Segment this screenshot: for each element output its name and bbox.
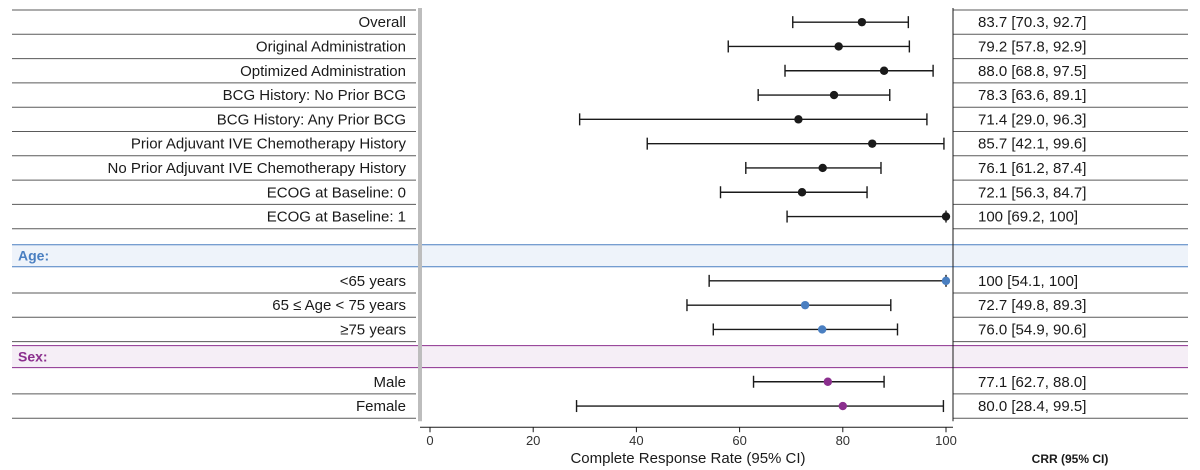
ci-value-text: 77.1 [62.7, 88.0]	[978, 374, 1086, 391]
row-label: BCG History: Any Prior BCG	[217, 111, 406, 128]
x-tick-label: 40	[629, 433, 643, 448]
ci-value-text: 83.7 [70.3, 92.7]	[978, 14, 1086, 31]
point-estimate	[800, 300, 810, 310]
row-label: Prior Adjuvant IVE Chemotherapy History	[131, 136, 407, 153]
row-label: ≥75 years	[340, 321, 406, 338]
ci-value-text: 80.0 [28.4, 99.5]	[978, 398, 1086, 415]
ci-column-header: CRR (95% CI)	[1032, 452, 1109, 466]
point-estimate	[794, 115, 803, 124]
point-estimate	[941, 212, 951, 221]
row-label: 65 ≤ Age < 75 years	[272, 297, 406, 314]
row-label: <65 years	[340, 273, 406, 290]
ci-value-text: 100 [54.1, 100]	[978, 273, 1078, 290]
ci-value-text: 100 [69.2, 100]	[978, 209, 1078, 226]
ci-value-text: 76.1 [61.2, 87.4]	[978, 160, 1086, 177]
x-tick-label: 100	[935, 433, 957, 448]
row-label: ECOG at Baseline: 1	[267, 209, 406, 226]
section-header-label: Age:	[18, 248, 49, 264]
point-estimate	[817, 325, 827, 334]
row-label: Overall	[358, 14, 406, 31]
ci-value-text: 85.7 [42.1, 99.6]	[978, 136, 1086, 153]
ci-value-text: 78.3 [63.6, 89.1]	[978, 87, 1086, 104]
x-tick-label: 20	[526, 433, 540, 448]
row-label: Optimized Administration	[240, 63, 406, 80]
section-header-band	[12, 244, 1188, 267]
section-header-band	[12, 345, 1188, 368]
ci-value-text: 79.2 [57.8, 92.9]	[978, 38, 1086, 55]
point-estimate	[868, 139, 877, 148]
ci-value-text: 76.0 [54.9, 90.6]	[978, 321, 1086, 338]
ci-value-text: 88.0 [68.8, 97.5]	[978, 63, 1086, 80]
row-label: No Prior Adjuvant IVE Chemotherapy Histo…	[108, 160, 407, 177]
row-label: Original Administration	[256, 38, 406, 55]
point-estimate	[834, 42, 843, 51]
point-estimate	[838, 401, 847, 411]
point-estimate	[879, 66, 889, 75]
ci-value-text: 72.1 [56.3, 84.7]	[978, 184, 1086, 201]
x-axis-title: Complete Response Rate (95% CI)	[570, 450, 805, 467]
point-estimate	[829, 90, 839, 100]
x-tick-label: 60	[732, 433, 746, 448]
row-label: ECOG at Baseline: 0	[267, 184, 406, 201]
ci-value-text: 71.4 [29.0, 96.3]	[978, 111, 1086, 128]
row-label: Female	[356, 398, 406, 415]
row-label: BCG History: No Prior BCG	[223, 87, 406, 104]
point-estimate	[818, 163, 827, 173]
x-tick-label: 0	[426, 433, 433, 448]
ci-value-text: 72.7 [49.8, 89.3]	[978, 297, 1086, 314]
section-header-label: Sex:	[18, 349, 48, 365]
point-estimate	[823, 377, 833, 386]
row-label: Male	[373, 374, 406, 391]
point-estimate	[941, 276, 951, 286]
point-estimate	[857, 17, 867, 27]
point-estimate	[797, 188, 807, 197]
x-tick-label: 80	[836, 433, 850, 448]
